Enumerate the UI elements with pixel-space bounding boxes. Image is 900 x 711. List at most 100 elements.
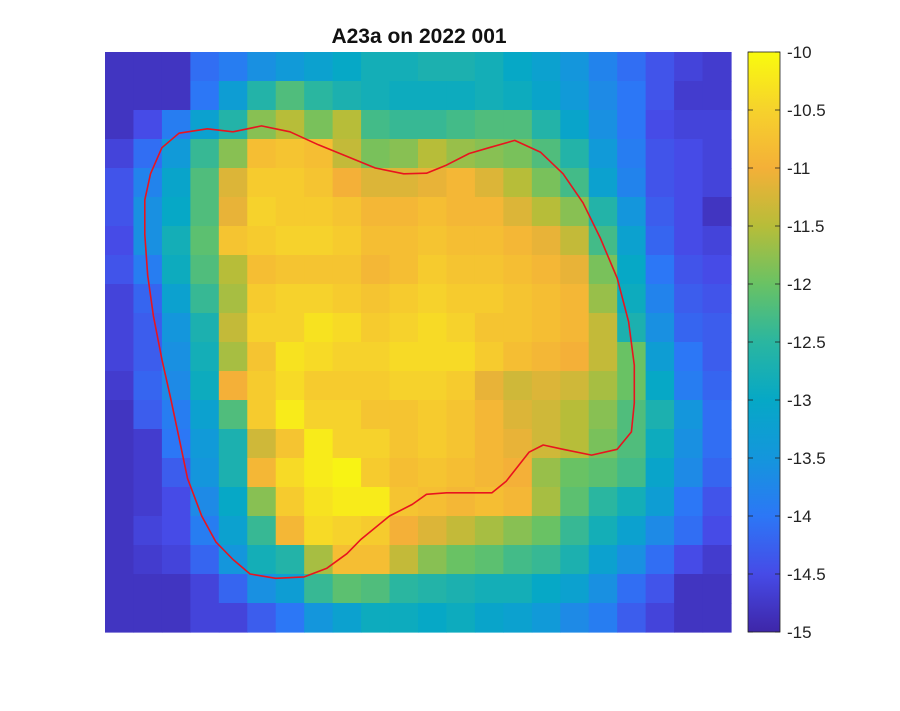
heatmap-cell <box>247 139 277 169</box>
heatmap-cell <box>588 139 618 169</box>
heatmap-cell <box>531 81 561 111</box>
heatmap-cell <box>389 313 419 343</box>
heatmap-cell <box>645 545 675 575</box>
heatmap-cell <box>105 400 135 430</box>
heatmap-cell <box>560 197 590 227</box>
heatmap-cell <box>588 545 618 575</box>
heatmap-cell <box>275 110 305 140</box>
heatmap-cell <box>617 255 647 285</box>
heatmap-cell <box>503 400 533 430</box>
heatmap-cell <box>645 400 675 430</box>
heatmap-cell <box>247 168 277 198</box>
heatmap-cell <box>247 545 277 575</box>
heatmap-cell <box>474 603 504 633</box>
heatmap-cell <box>446 603 476 633</box>
heatmap-cell <box>531 52 561 82</box>
heatmap-cell <box>418 284 448 314</box>
heatmap-cell <box>702 226 732 256</box>
heatmap-cell <box>133 516 163 546</box>
heatmap-cell <box>332 516 362 546</box>
heatmap-cell <box>247 574 277 604</box>
heatmap-cell <box>247 110 277 140</box>
heatmap-cell <box>133 52 163 82</box>
heatmap-cell <box>588 226 618 256</box>
heatmap-cell <box>332 81 362 111</box>
heatmap-cell <box>133 429 163 459</box>
heatmap-cell <box>389 400 419 430</box>
heatmap-cell <box>332 110 362 140</box>
heatmap-cell <box>474 487 504 517</box>
heatmap-cell <box>161 197 191 227</box>
heatmap-cell <box>361 458 391 488</box>
heatmap-cell <box>247 342 277 372</box>
heatmap-cell <box>218 574 248 604</box>
heatmap-cell <box>474 516 504 546</box>
heatmap-cell <box>418 255 448 285</box>
heatmap-cell <box>702 429 732 459</box>
heatmap-cell <box>617 139 647 169</box>
heatmap-cell <box>275 371 305 401</box>
heatmap-cell <box>674 168 704 198</box>
heatmap-cell <box>218 603 248 633</box>
heatmap-cell <box>474 52 504 82</box>
heatmap-cell <box>560 81 590 111</box>
heatmap-cell <box>617 574 647 604</box>
heatmap-cell <box>361 545 391 575</box>
heatmap-cell <box>474 342 504 372</box>
heatmap-cell <box>588 110 618 140</box>
heatmap-cell <box>418 603 448 633</box>
heatmap-cell <box>332 371 362 401</box>
heatmap-cell <box>332 255 362 285</box>
heatmap-cell <box>275 313 305 343</box>
heatmap-cell <box>645 487 675 517</box>
heatmap-cell <box>560 52 590 82</box>
heatmap-cell <box>418 400 448 430</box>
heatmap-cell <box>446 313 476 343</box>
heatmap-cell <box>105 255 135 285</box>
heatmap-cell <box>275 197 305 227</box>
heatmap-cell <box>389 429 419 459</box>
heatmap-cell <box>275 81 305 111</box>
heatmap-cell <box>588 574 618 604</box>
heatmap-cell <box>361 110 391 140</box>
heatmap-cell <box>503 168 533 198</box>
heatmap-cell <box>674 226 704 256</box>
heatmap-cell <box>617 226 647 256</box>
heatmap-cell <box>218 458 248 488</box>
heatmap-cell <box>105 342 135 372</box>
heatmap-cell <box>617 284 647 314</box>
heatmap-cell <box>674 429 704 459</box>
heatmap-cell <box>617 168 647 198</box>
heatmap-cell <box>474 400 504 430</box>
heatmap-cell <box>474 284 504 314</box>
heatmap-cell <box>446 81 476 111</box>
heatmap-cell <box>418 545 448 575</box>
heatmap-cell <box>218 226 248 256</box>
heatmap-cell <box>531 429 561 459</box>
heatmap-cell <box>361 255 391 285</box>
heatmap-cell <box>645 342 675 372</box>
heatmap-cell <box>531 400 561 430</box>
heatmap-cell <box>531 371 561 401</box>
heatmap-cell <box>389 342 419 372</box>
heatmap-cell <box>645 429 675 459</box>
heatmap-cell <box>560 342 590 372</box>
heatmap-cell <box>190 226 220 256</box>
heatmap-grid <box>105 52 732 633</box>
heatmap-cell <box>389 516 419 546</box>
heatmap-cell <box>617 545 647 575</box>
chart-title: A23a on 2022 001 <box>331 25 506 48</box>
heatmap-cell <box>503 81 533 111</box>
heatmap-cell <box>702 371 732 401</box>
heatmap-cell <box>389 603 419 633</box>
heatmap-cell <box>361 313 391 343</box>
heatmap-cell <box>275 429 305 459</box>
heatmap-cell <box>702 139 732 169</box>
heatmap-cell <box>247 52 277 82</box>
heatmap-cell <box>560 516 590 546</box>
heatmap-cell <box>674 458 704 488</box>
heatmap-cell <box>674 487 704 517</box>
heatmap-cell <box>218 197 248 227</box>
heatmap-cell <box>304 458 334 488</box>
heatmap-cell <box>702 255 732 285</box>
